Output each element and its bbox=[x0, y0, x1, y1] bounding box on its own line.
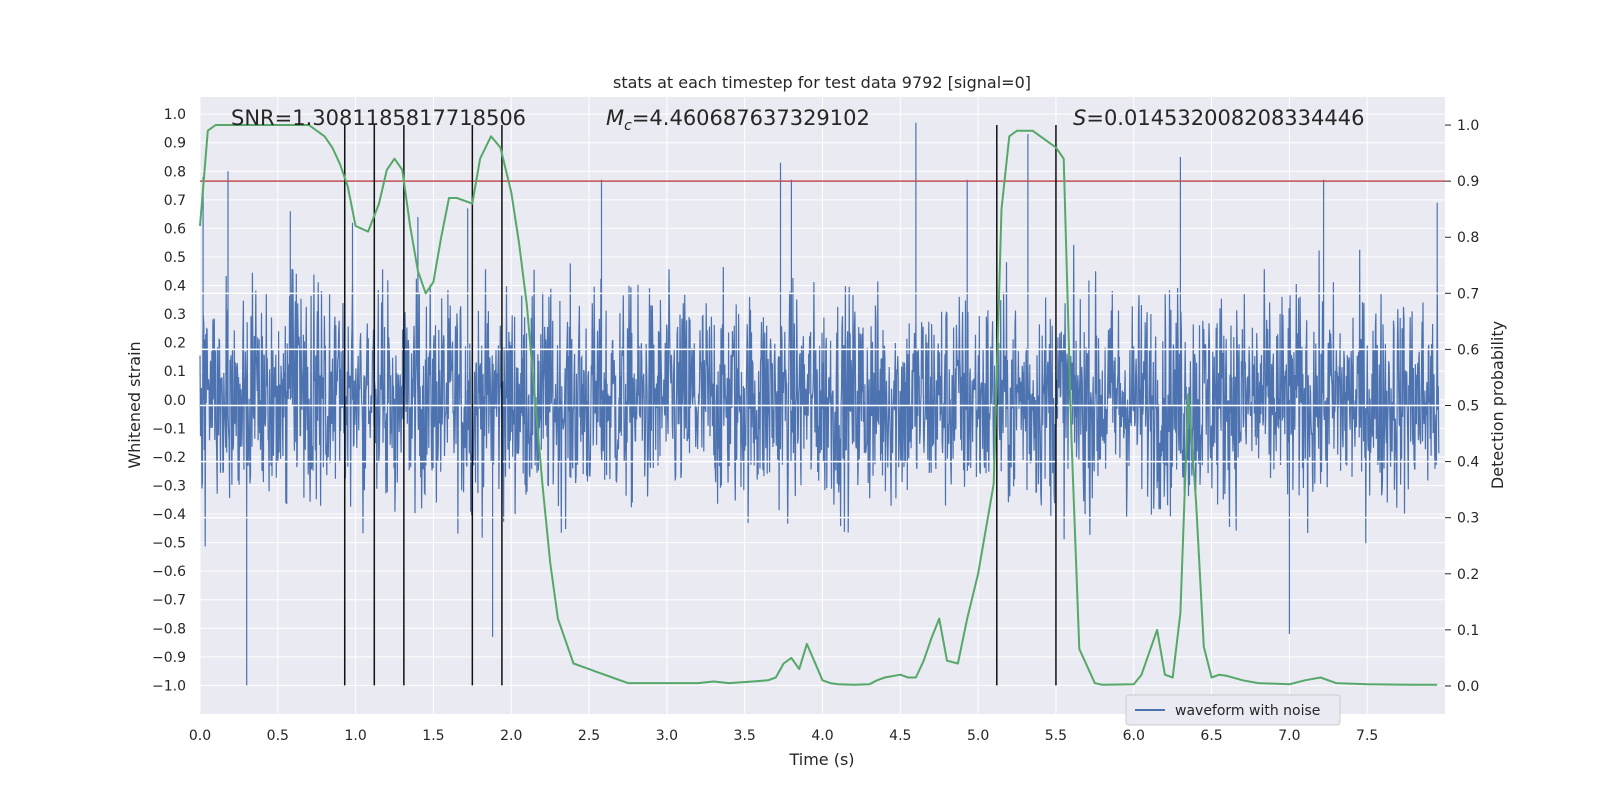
x-tick-label: 2.0 bbox=[500, 728, 522, 744]
x-tick-label: 7.0 bbox=[1278, 728, 1300, 744]
y-axis-label: Whitened strain bbox=[125, 341, 144, 468]
y-tick-label: 0.4 bbox=[164, 279, 186, 295]
y2-tick-label: 0.4 bbox=[1457, 455, 1479, 471]
y2-tick-label: 0.1 bbox=[1457, 623, 1479, 639]
y-tick-label: −0.7 bbox=[152, 593, 186, 609]
y-tick-label: 0.5 bbox=[164, 250, 186, 266]
y2-tick-label: 0.2 bbox=[1457, 567, 1479, 583]
y-tick-label: −0.4 bbox=[152, 507, 186, 523]
x-tick-label: 1.5 bbox=[422, 728, 444, 744]
x-tick-label: 6.0 bbox=[1123, 728, 1145, 744]
x-axis-ticks: 0.0 0.5 1.0 1.5 2.0 2.5 3.0 3.5 4.0 4.5 5.0 5.5 6.0 6… bbox=[189, 728, 1378, 744]
y-tick-label: 1.0 bbox=[164, 107, 186, 123]
x-tick-label: 2.5 bbox=[578, 728, 600, 744]
x-tick-label: 3.0 bbox=[656, 728, 678, 744]
y-tick-label: 0.1 bbox=[164, 364, 186, 380]
legend-box bbox=[1125, 694, 1341, 726]
y-tick-label: −0.2 bbox=[152, 450, 186, 466]
y2-tick-label: 0.5 bbox=[1457, 399, 1479, 415]
grid-overlay-y2 bbox=[200, 292, 1445, 519]
snr-annotation: SNR=1.3081185817718506 bbox=[231, 106, 526, 130]
s-annotation: S=0.014532008208334446 bbox=[1073, 106, 1364, 130]
y-tick-label: 0.3 bbox=[164, 307, 186, 323]
y-tick-label: −0.9 bbox=[152, 650, 186, 666]
y-tick-label: 0.0 bbox=[164, 393, 186, 409]
y2-tick-label: 0.9 bbox=[1457, 174, 1479, 190]
y-tick-label: 0.2 bbox=[164, 336, 186, 352]
y2-tick-label: 0.3 bbox=[1457, 511, 1479, 527]
x-tick-label: 4.0 bbox=[811, 728, 833, 744]
legend-label: waveform with noise bbox=[1175, 703, 1320, 719]
y-tick-label: 0.7 bbox=[164, 193, 186, 209]
x-tick-label: 3.5 bbox=[734, 728, 756, 744]
y2-tick-label: 0.6 bbox=[1457, 342, 1479, 358]
y2-tick-label: 0.7 bbox=[1457, 286, 1479, 302]
y-tick-label: −1.0 bbox=[152, 678, 186, 694]
y-tick-label: −0.6 bbox=[152, 564, 186, 580]
x-axis-label: Time (s) bbox=[788, 750, 854, 769]
mc-annotation: Mc=4.460687637329102 bbox=[606, 106, 870, 134]
y-tick-label: −0.5 bbox=[152, 536, 186, 552]
x-tick-label: 5.0 bbox=[967, 728, 989, 744]
y2-tick-label: 0.0 bbox=[1457, 679, 1479, 695]
y2-tick-label: 0.8 bbox=[1457, 230, 1479, 246]
chart-title: stats at each timestep for test data 979… bbox=[613, 73, 1031, 92]
y-tick-label: 0.8 bbox=[164, 164, 186, 180]
y-tick-label: −0.8 bbox=[152, 621, 186, 637]
x-tick-label: 7.5 bbox=[1356, 728, 1378, 744]
x-tick-label: 0.5 bbox=[267, 728, 289, 744]
detection-probability-series bbox=[199, 124, 1438, 686]
x-tick-label: 5.5 bbox=[1045, 728, 1067, 744]
y2-axis-ticks: 1.0 0.9 0.8 0.7 0.6 0.5 0.4 0.3 0.2 0.1 0.0 bbox=[1445, 118, 1479, 695]
x-tick-label: 0.0 bbox=[189, 728, 211, 744]
y-tick-label: 0.6 bbox=[164, 221, 186, 237]
y-tick-label: −0.1 bbox=[152, 421, 186, 437]
y2-tick-label: 1.0 bbox=[1457, 118, 1479, 134]
x-tick-label: 4.5 bbox=[889, 728, 911, 744]
y-axis-ticks: 1.0 0.9 0.8 0.7 0.6 0.5 0.4 0.3 0.2 0.1 0.0 −0.1 −0.… bbox=[152, 107, 186, 694]
y-tick-label: 0.9 bbox=[164, 136, 186, 152]
y2-axis-label: Detection probability bbox=[1488, 321, 1507, 489]
x-tick-label: 1.0 bbox=[344, 728, 366, 744]
x-tick-label: 6.5 bbox=[1200, 728, 1222, 744]
y-tick-label: −0.3 bbox=[152, 478, 186, 494]
legend: waveform with noise bbox=[1125, 694, 1341, 726]
